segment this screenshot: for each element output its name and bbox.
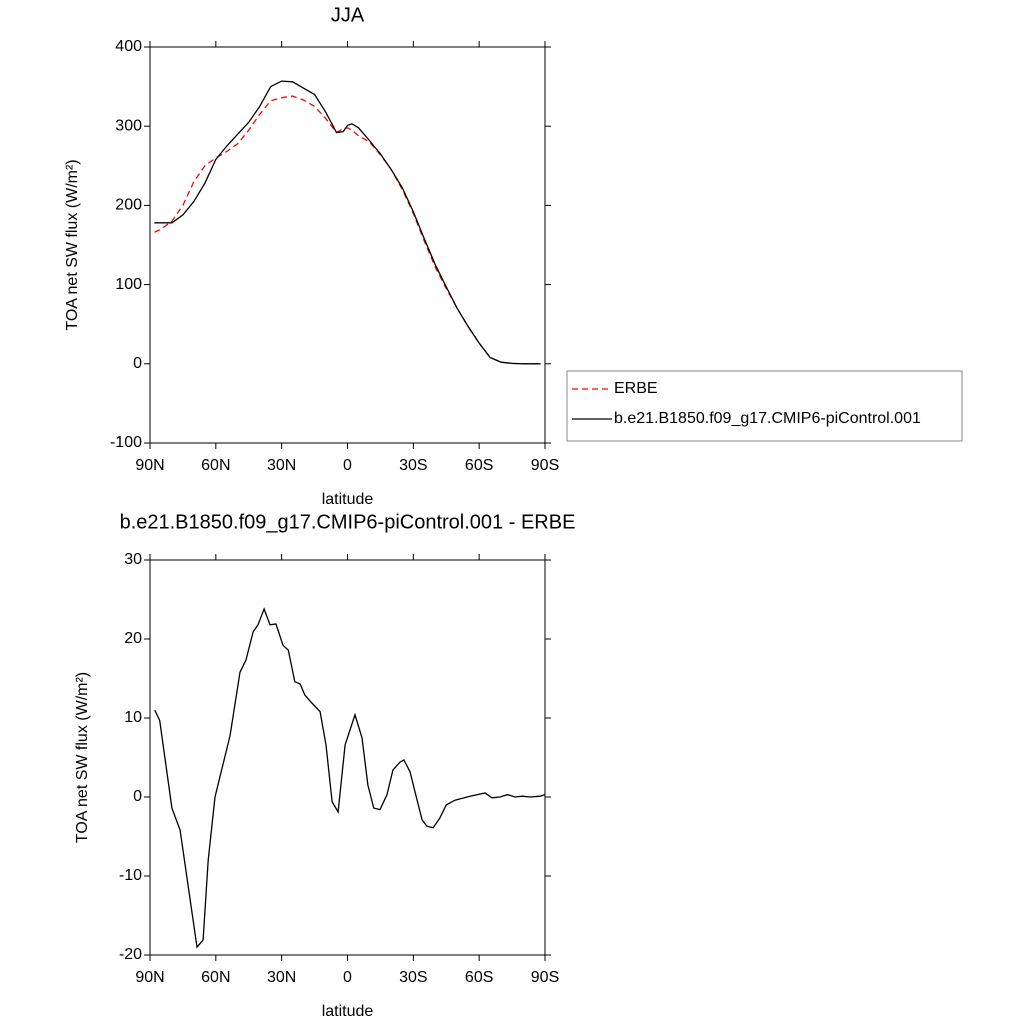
legend-box [566,370,963,442]
y-tick-label: 200 [115,197,142,214]
x-axis-label: latitude [322,491,374,508]
x-tick-label: 60N [201,457,230,474]
y-tick-label: 300 [115,117,142,134]
x-tick-label: 90N [135,457,164,474]
plot-frame [149,559,546,956]
x-tick-label: 90S [531,969,559,986]
x-axis-label: latitude [322,1003,374,1020]
y-tick-label: 100 [115,276,142,293]
x-tick-label: 60S [465,457,493,474]
x-tick-label: 90S [531,457,559,474]
y-axis-label: TOA net SW flux (W/m²) [74,672,91,843]
y-tick-label: -20 [119,946,142,963]
x-tick-label: 90N [135,969,164,986]
x-tick-label: 30N [267,969,296,986]
x-tick-label: 30S [399,457,427,474]
x-tick-label: 30N [267,457,296,474]
legend-label: b.e21.B1850.f09_g17.CMIP6-piControl.001 [614,410,921,427]
x-tick-label: 0 [343,969,352,986]
x-tick-label: 0 [343,457,352,474]
chart-title: b.e21.B1850.f09_g17.CMIP6-piControl.001 … [120,511,576,533]
plot-frame [149,46,546,444]
y-tick-label: 20 [124,630,142,647]
data-line [154,80,541,365]
y-axis-label: TOA net SW flux (W/m²) [64,159,81,330]
chart-title: JJA [331,4,365,26]
y-tick-label: 400 [115,38,142,55]
y-tick-label: 30 [124,551,142,568]
y-tick-label: 0 [133,355,142,372]
y-tick-label: -100 [110,434,142,451]
x-tick-label: 60N [201,969,230,986]
x-tick-label: 30S [399,969,427,986]
x-tick-label: 60S [465,969,493,986]
data-line [154,95,541,365]
y-tick-label: 0 [133,788,142,805]
y-tick-label: 10 [124,709,142,726]
y-tick-label: -10 [119,867,142,884]
data-line [154,607,546,949]
legend-label: ERBE [614,380,658,397]
